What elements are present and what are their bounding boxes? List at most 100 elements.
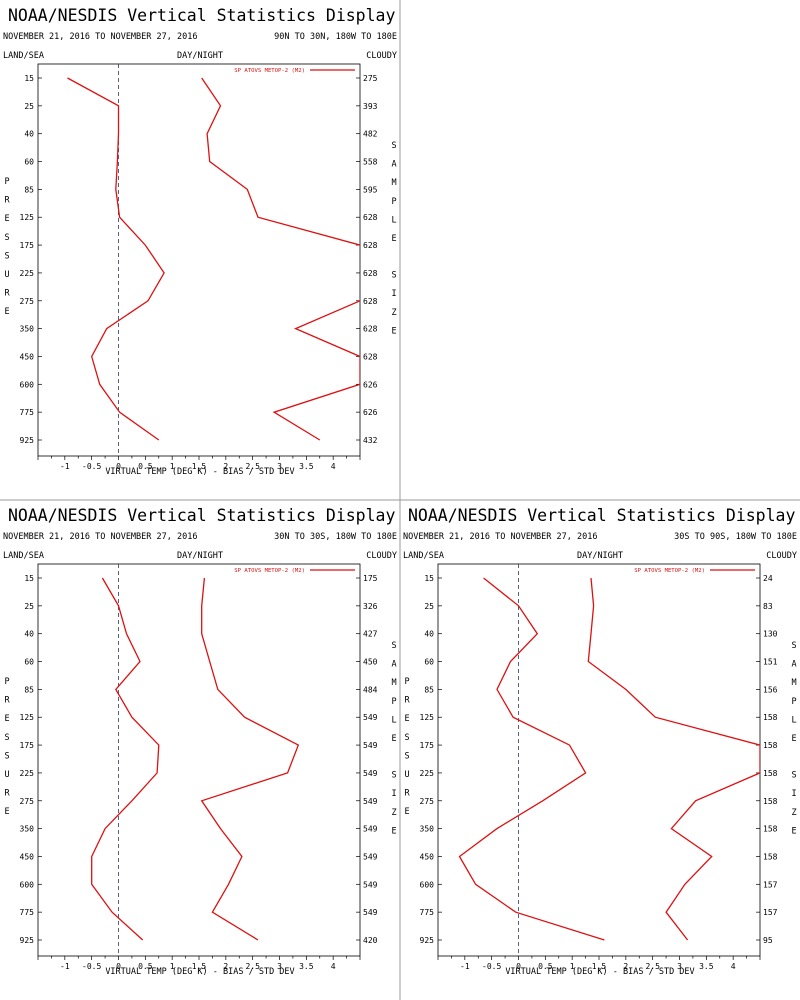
sample-size-label: 482 bbox=[363, 130, 378, 139]
x-tick-label: 1 bbox=[170, 462, 175, 471]
pressure-tick-label: 85 bbox=[24, 685, 34, 694]
x-tick-label: -0.5 bbox=[82, 962, 101, 971]
sample-size-label: 549 bbox=[363, 908, 378, 917]
x-tick-label: 0.5 bbox=[138, 462, 153, 471]
x-tick-label: 0 bbox=[116, 462, 121, 471]
sample-size-label: 24 bbox=[763, 574, 773, 583]
x-tick-label: 0.5 bbox=[138, 962, 153, 971]
sample-size-label: 628 bbox=[363, 352, 378, 361]
pressure-tick-label: 600 bbox=[420, 880, 435, 889]
pressure-tick-label: 225 bbox=[20, 769, 35, 778]
pressure-tick-label: 85 bbox=[424, 685, 434, 694]
pressure-tick-label: 40 bbox=[424, 630, 434, 639]
sample-size-label: 549 bbox=[363, 741, 378, 750]
sample-size-label: 275 bbox=[363, 74, 378, 83]
x-tick-label: 3 bbox=[277, 962, 282, 971]
pressure-tick-label: 60 bbox=[24, 158, 34, 167]
pressure-tick-label: 175 bbox=[420, 741, 435, 750]
pressure-tick-label: 60 bbox=[424, 658, 434, 667]
pressure-tick-label: 40 bbox=[24, 130, 34, 139]
x-tick-label: 0.5 bbox=[538, 962, 553, 971]
x-tick-label: 0 bbox=[516, 962, 521, 971]
sample-size-label: 158 bbox=[763, 769, 778, 778]
pressure-tick-label: 175 bbox=[20, 741, 35, 750]
x-tick-label: 1.5 bbox=[592, 962, 607, 971]
pressure-tick-label: 25 bbox=[24, 602, 34, 611]
pressure-tick-label: 775 bbox=[420, 908, 435, 917]
pressure-tick-label: 275 bbox=[20, 297, 35, 306]
sample-size-label: 549 bbox=[363, 825, 378, 834]
sample-size-label: 626 bbox=[363, 408, 378, 417]
x-tick-label: 2.5 bbox=[245, 962, 260, 971]
x-axis-label: VIRTUAL TEMP (DEG K) - BIAS / STD DEV bbox=[505, 967, 694, 977]
pressure-tick-label: 85 bbox=[24, 185, 34, 194]
x-tick-label: 1 bbox=[570, 962, 575, 971]
series-line-bias bbox=[91, 577, 160, 941]
sample-size-label: 626 bbox=[363, 380, 378, 389]
x-tick-label: 4 bbox=[331, 962, 336, 971]
plot-frame bbox=[37, 563, 361, 957]
pressure-tick-label: 775 bbox=[20, 908, 35, 917]
sample-size-label: 450 bbox=[363, 658, 378, 667]
day-night-label: DAY/NIGHT bbox=[177, 551, 223, 561]
pressure-tick-label: 450 bbox=[20, 852, 35, 861]
x-tick-label: 3.5 bbox=[699, 962, 714, 971]
sample-size-label: 157 bbox=[763, 880, 778, 889]
sample-size-label: 628 bbox=[363, 297, 378, 306]
sample-size-label: 427 bbox=[363, 630, 378, 639]
pressure-tick-label: 225 bbox=[20, 269, 35, 278]
sample-size-label: 432 bbox=[363, 436, 378, 445]
land-sea-label: LAND/SEA bbox=[403, 551, 444, 561]
cloudy-label: CLOUDY bbox=[366, 551, 397, 561]
chart-title: NOAA/NESDIS Vertical Statistics Display bbox=[8, 506, 395, 525]
legend-label: SP ATOVS METOP-2 (M2) bbox=[234, 68, 305, 74]
region-label: 30N TO 30S, 180W TO 180E bbox=[274, 532, 397, 542]
pressure-tick-label: 175 bbox=[20, 241, 35, 250]
series-line-std-dev bbox=[201, 77, 360, 441]
x-axis-label: VIRTUAL TEMP (DEG K) - BIAS / STD DEV bbox=[105, 467, 294, 477]
x-tick-label: 2 bbox=[223, 962, 228, 971]
sample-size-label: 175 bbox=[363, 574, 378, 583]
sample-size-label: 628 bbox=[363, 269, 378, 278]
x-tick-label: 4 bbox=[331, 462, 336, 471]
sample-size-label: 95 bbox=[763, 936, 773, 945]
x-tick-label: 3.5 bbox=[299, 962, 314, 971]
day-night-label: DAY/NIGHT bbox=[177, 51, 223, 61]
sample-size-label: 420 bbox=[363, 936, 378, 945]
chart-title: NOAA/NESDIS Vertical Statistics Display bbox=[8, 6, 395, 25]
series-line-std-dev bbox=[587, 577, 760, 941]
x-tick-label: 2.5 bbox=[645, 962, 660, 971]
pressure-tick-label: 60 bbox=[24, 658, 34, 667]
series-line-std-dev bbox=[200, 577, 300, 941]
sample-size-label: 484 bbox=[363, 685, 378, 694]
day-night-label: DAY/NIGHT bbox=[577, 551, 623, 561]
x-tick-label: 2 bbox=[623, 962, 628, 971]
pressure-tick-label: 925 bbox=[20, 436, 35, 445]
x-tick-label: -1 bbox=[460, 962, 470, 971]
pressure-tick-label: 15 bbox=[24, 574, 34, 583]
chart-panel: NOAA/NESDIS Vertical Statistics Display N… bbox=[403, 506, 797, 977]
x-tick-label: -0.5 bbox=[82, 462, 101, 471]
x-tick-label: 4 bbox=[731, 962, 736, 971]
pressure-tick-label: 125 bbox=[420, 713, 435, 722]
sample-size-label: 628 bbox=[363, 241, 378, 250]
sample-size-label: 157 bbox=[763, 908, 778, 917]
chart-title: NOAA/NESDIS Vertical Statistics Display bbox=[408, 506, 795, 525]
sample-size-label: 549 bbox=[363, 769, 378, 778]
pressure-tick-label: 350 bbox=[20, 825, 35, 834]
sample-size-label: 158 bbox=[763, 741, 778, 750]
series-line-bias bbox=[67, 77, 165, 441]
x-tick-label: 3 bbox=[677, 962, 682, 971]
sample-size-label: 549 bbox=[363, 852, 378, 861]
pressure-tick-label: 775 bbox=[20, 408, 35, 417]
sample-size-label: 83 bbox=[763, 602, 773, 611]
sample-size-label: 558 bbox=[363, 158, 378, 167]
sample-size-label: 549 bbox=[363, 797, 378, 806]
pressure-tick-label: 600 bbox=[20, 880, 35, 889]
